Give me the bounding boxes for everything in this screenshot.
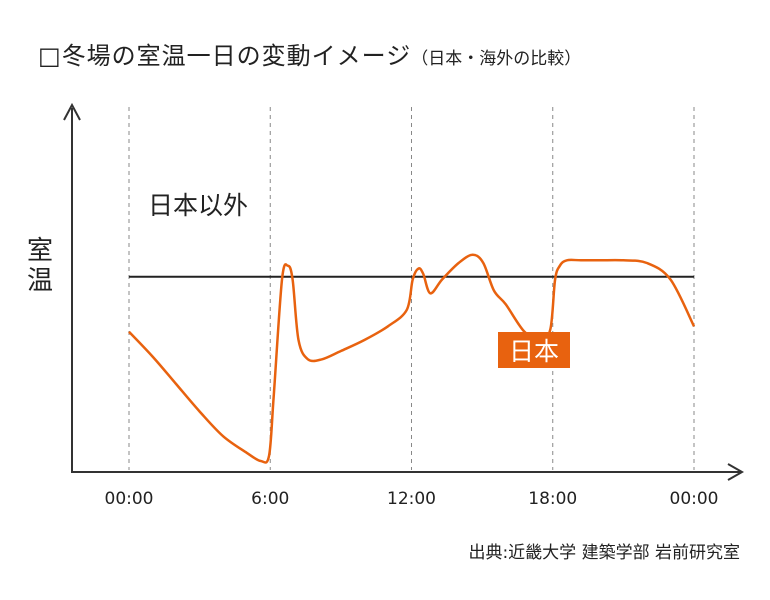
series-lines bbox=[128, 253, 696, 464]
title-main: 冬場の室温一日の変動イメージ bbox=[61, 42, 412, 70]
series-line-japan bbox=[128, 253, 696, 464]
series-label-japan-box bbox=[498, 332, 570, 368]
source-note: 出典:近畿大学 建築学部 岩前研究室 bbox=[468, 543, 740, 563]
title-subtitle: （日本・海外の比較） bbox=[411, 49, 582, 69]
y-axis-label-char-1: 室 bbox=[27, 236, 54, 266]
axes bbox=[63, 102, 745, 481]
y-axis-arrow bbox=[63, 102, 81, 121]
x-tick-label: 18:00 bbox=[528, 489, 577, 509]
y-axis-label: 室 温 bbox=[27, 236, 57, 296]
chart-title: □冬場の室温一日の変動イメージ（日本・海外の比較） bbox=[38, 36, 581, 71]
x-tick-label: 00:00 bbox=[105, 489, 154, 509]
x-tick-label: 12:00 bbox=[387, 489, 436, 509]
x-axis-arrow bbox=[727, 463, 745, 481]
y-axis-label-char-2: 温 bbox=[27, 266, 54, 296]
x-tick-labels: 00:00 6:00 12:00 18:00 00:00 bbox=[105, 489, 719, 509]
series-label-overseas: 日本以外 bbox=[148, 191, 248, 220]
x-tick-label: 00:00 bbox=[670, 489, 719, 509]
x-tick-label: 6:00 bbox=[251, 489, 289, 509]
series-label-japan: 日本 bbox=[509, 337, 559, 366]
title-box: □ bbox=[38, 42, 62, 70]
